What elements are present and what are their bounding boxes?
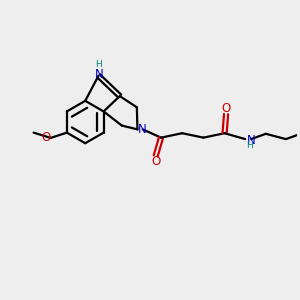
Text: N: N — [95, 68, 103, 81]
Text: O: O — [221, 102, 231, 115]
Text: N: N — [246, 134, 255, 147]
Text: N: N — [138, 123, 147, 136]
Text: H: H — [95, 60, 102, 69]
Text: O: O — [41, 131, 50, 144]
Text: O: O — [151, 155, 160, 168]
Text: H: H — [246, 141, 253, 150]
